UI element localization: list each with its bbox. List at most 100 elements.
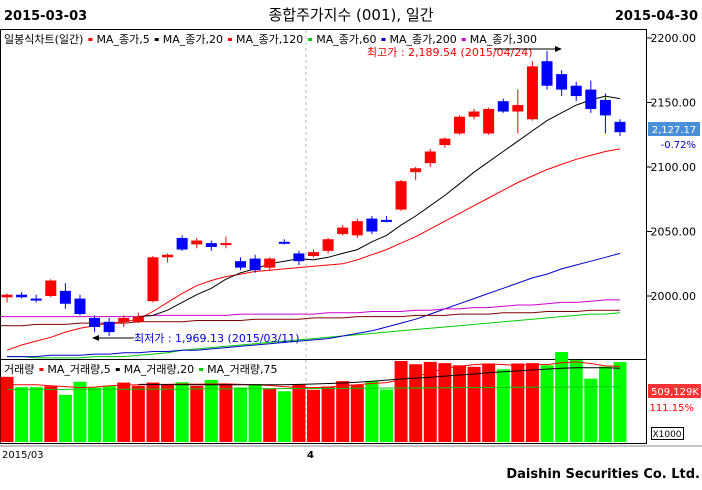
ma200-line [7,252,621,358]
candle [293,250,305,266]
volume-bar [117,382,131,442]
candle [468,108,480,120]
candle [147,256,159,303]
candle-body [424,151,436,164]
candle-body [526,66,538,120]
volume-bar [102,386,116,442]
legend-swatch [308,38,313,41]
last-volume-box [648,384,701,398]
last-price-box [648,122,700,136]
candle-body [322,239,334,251]
volume-bar [569,359,583,442]
candle-body [176,237,188,250]
candle [308,249,319,258]
candle-body [570,85,582,97]
volume-moving-averages [7,361,621,390]
legend-swatch [381,38,386,41]
volume-unit: X1000 [652,430,681,440]
candle-body [351,221,363,236]
candle-body [337,227,349,235]
candle-body [585,89,597,109]
high-arrow-head [555,46,562,52]
legend-item: MA_거래량,20 [124,363,194,376]
candle-body [89,317,101,327]
candle-body [293,253,305,262]
candle [45,279,57,298]
volume-ratio: 111.15% [650,403,695,414]
candlestick-series [1,50,626,336]
volume-bar [88,387,102,442]
candle [118,315,130,327]
volume-legend: 거래량 MA_거래량,5 MA_거래량,20 MA_거래량,75 [4,363,278,376]
candle [585,80,597,113]
last-price-value: 2,127.17 [652,125,697,136]
chart-title: 종합주가지수 (001), 일간 [268,6,433,24]
candle-body [264,258,276,268]
candle [74,294,86,316]
legend-swatch [227,38,232,41]
legend-swatch [115,368,120,371]
volume-bar [525,363,539,442]
candle [220,236,232,249]
candle [162,253,174,263]
volume-bar [321,386,335,442]
candle-body [366,218,378,232]
y-tick-label: 2100.00 [651,161,697,174]
legend-item: 거래량 [4,363,34,376]
volume-bar [131,385,145,442]
volume-bar [204,379,218,442]
volume-bar [58,394,72,442]
volume-bar [248,384,262,442]
candle [570,81,582,102]
volume-bar [379,389,393,442]
candle [322,237,334,254]
candle-body [191,240,203,245]
ma60-line [7,312,621,359]
y-tick-label: 2200.00 [651,32,697,45]
candle-body [278,241,290,244]
candle-body [59,290,71,304]
ma20-line [138,95,621,318]
volume-ma75-line [7,386,620,390]
legend-item: MA_거래량,5 [47,363,110,376]
candle [556,70,568,97]
candle-body [497,101,509,112]
volume-bar [29,387,43,442]
price-change: -0.72% [661,140,696,151]
candle [410,167,422,180]
candle-body [541,61,553,86]
ma300-line [7,299,620,318]
candle [512,89,524,134]
header-bar [0,0,702,30]
candle-body [453,116,465,134]
volume-bar [467,366,481,442]
candle [59,283,71,309]
candle-body [308,252,319,257]
candle-body [1,294,13,298]
low-arrow-head [92,335,99,341]
price-y-axis: 2000.00 2050.00 2100.00 2150.00 2200.00 [646,32,696,303]
low-annotation: 최저가 : 1,969.13 (2015/03/11) [92,332,300,345]
candle-body [380,219,392,222]
volume-bar [394,361,408,442]
legend-item: MA_종가,200 [389,33,456,46]
candle [191,237,203,249]
volume-bar [598,366,612,442]
candle [16,292,28,299]
legend-item: 일봉식차트(일간) [4,32,83,46]
candle [395,179,407,211]
candle-body [483,108,495,134]
x-label-start: 2015/03 [2,450,44,461]
volume-ma20-line [138,367,621,386]
candle [132,312,144,324]
volume-bar [190,385,204,442]
candle [103,317,115,336]
low-label: 최저가 : 1,969.13 (2015/03/11) [134,332,300,345]
volume-bar-series [0,352,627,442]
y-tick-label: 2050.00 [651,226,697,239]
candle-body [599,99,611,116]
last-volume-value: 509,129K [651,387,699,398]
y-tick-label: 2150.00 [651,97,697,110]
